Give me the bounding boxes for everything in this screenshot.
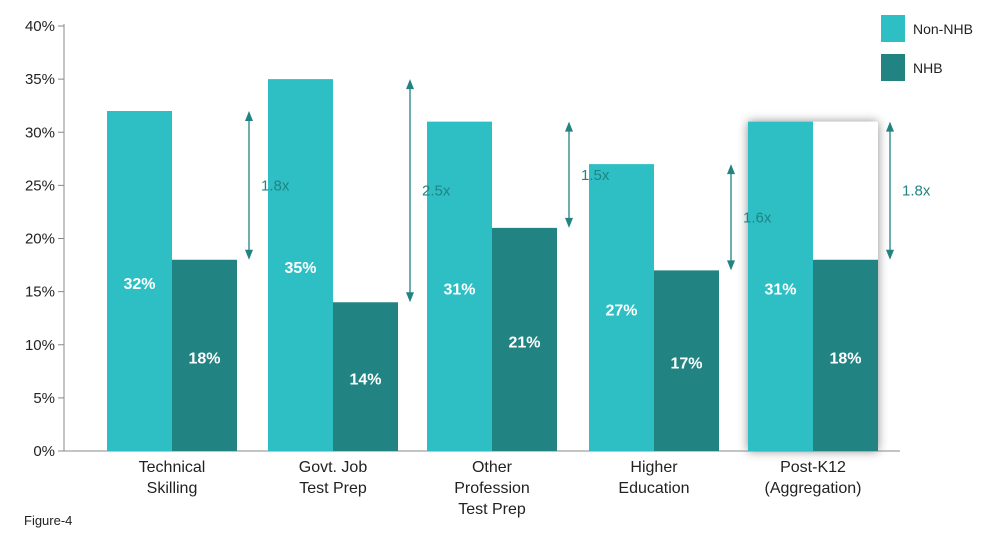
legend-swatch-non-nhb xyxy=(881,15,905,42)
y-tick-label: 15% xyxy=(25,284,55,301)
y-tick-label: 25% xyxy=(25,177,55,194)
bar-nhb xyxy=(172,259,237,451)
bar-non-nhb xyxy=(748,121,813,451)
y-tick-label: 35% xyxy=(25,71,55,88)
y-tick-label: 20% xyxy=(25,231,55,248)
bar-nhb xyxy=(813,259,878,451)
ratio-label: 2.5x xyxy=(422,183,451,200)
figure-label: Figure-4 xyxy=(24,513,72,528)
ratio-arrow-head-up xyxy=(886,121,894,132)
bar-value-label: 31% xyxy=(764,281,796,298)
ratio-arrow-head-down xyxy=(886,249,894,260)
bar-value-label: 18% xyxy=(188,350,220,367)
bar-value-label: 14% xyxy=(349,372,381,389)
bar-value-label: 17% xyxy=(670,356,702,373)
legend-label-non-nhb: Non-NHB xyxy=(913,21,973,37)
legend-label-nhb: NHB xyxy=(913,60,943,76)
y-tick-label: 10% xyxy=(25,337,55,354)
legend-swatch-nhb xyxy=(881,54,905,81)
bar-non-nhb xyxy=(427,121,492,451)
ratio-arrow-head-down xyxy=(245,249,253,260)
bar-value-label: 18% xyxy=(829,350,861,367)
ratio-arrow-head-up xyxy=(565,121,573,132)
bar-non-nhb xyxy=(268,79,333,451)
bar-value-label: 35% xyxy=(284,260,316,277)
ratio-arrow-head-up xyxy=(245,111,253,121)
bar-value-label: 27% xyxy=(605,303,637,320)
ratio-label: 1.6x xyxy=(743,209,772,226)
ratio-arrow-head-up xyxy=(406,79,414,90)
ratio-arrow-head-down xyxy=(565,217,573,228)
ratio-arrow-head-down xyxy=(727,260,735,271)
category-label: Post-K12 (Aggregation) xyxy=(765,459,862,497)
category-label: Higher Education xyxy=(618,459,689,497)
bar-nhb xyxy=(492,227,557,451)
ratio-label: 1.5x xyxy=(581,167,610,184)
bar-non-nhb xyxy=(107,111,172,451)
category-label: Other Profession Test Prep xyxy=(454,459,530,518)
bar-nhb xyxy=(654,270,719,451)
bar-non-nhb xyxy=(589,164,654,451)
bar-nhb xyxy=(333,302,398,451)
ratio-arrow-head-up xyxy=(727,164,735,175)
bar-value-label: 32% xyxy=(123,276,155,293)
y-tick-label: 0% xyxy=(33,443,55,460)
bar-value-label: 31% xyxy=(443,281,475,298)
category-label: Technical Skilling xyxy=(139,459,206,497)
y-tick-label: 40% xyxy=(25,18,55,35)
ratio-label: 1.8x xyxy=(261,177,290,194)
y-tick-label: 5% xyxy=(33,390,55,407)
category-label: Govt. Job Test Prep xyxy=(299,459,368,497)
ratio-label: 1.8x xyxy=(902,183,931,200)
bar-value-label: 21% xyxy=(508,334,540,351)
ratio-arrow-head-down xyxy=(406,292,414,303)
y-tick-label: 30% xyxy=(25,124,55,141)
